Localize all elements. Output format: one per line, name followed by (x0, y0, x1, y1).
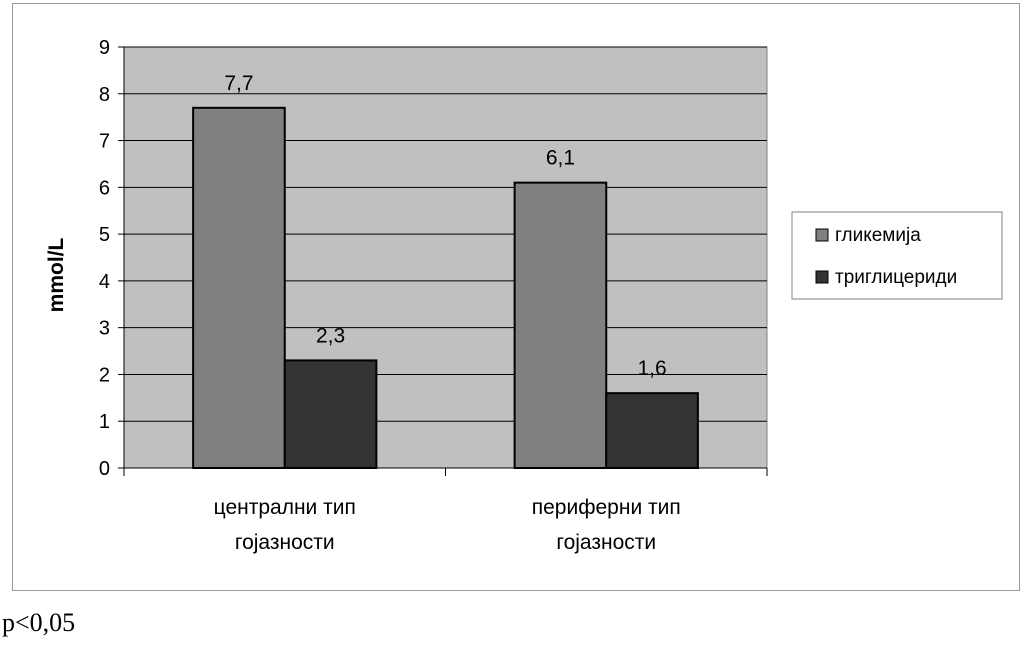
y-tick-label: 2 (99, 364, 110, 386)
legend-box (791, 211, 1003, 300)
y-tick-label: 7 (99, 131, 110, 153)
x-category-label: периферни тип (532, 496, 681, 519)
y-tick-label: 3 (99, 318, 110, 340)
bar-chart: 7,7 2,3 6,1 1,6 0 1 2 3 4 5 6 7 8 9 централни тип гоја… (45, 37, 1003, 554)
data-labels: 7,7 2,3 6,1 1,6 (224, 72, 666, 380)
legend-label-triglycerides: триглицериди (835, 267, 957, 288)
data-label: 2,3 (316, 324, 345, 347)
y-tick-label: 5 (99, 224, 110, 246)
legend-swatch-triglycerides (815, 270, 829, 284)
y-axis-title: mmol/L (45, 237, 68, 312)
bar (192, 106, 286, 470)
y-tick-label: 0 (99, 458, 110, 480)
bar (605, 392, 699, 469)
p-value-note: p<0,05 (2, 608, 76, 637)
y-tick-label: 6 (99, 177, 110, 199)
bar (283, 359, 378, 469)
tick-labels: 0 1 2 3 4 5 6 7 8 9 централни тип гојазности перифер… (99, 37, 681, 554)
x-category-label: гојазности (556, 531, 656, 554)
data-label: 1,6 (637, 357, 666, 380)
bars (192, 106, 699, 470)
y-tick-label: 1 (99, 411, 110, 433)
data-label: 7,7 (224, 72, 253, 95)
legend: гликемија триглицериди (791, 211, 1003, 300)
y-tick-label: 8 (99, 84, 110, 106)
legend-label-glycemia: гликемија (835, 225, 921, 246)
data-label: 6,1 (546, 147, 575, 170)
bar (513, 181, 608, 469)
x-category-label: гојазности (235, 531, 335, 554)
legend-swatch-glycemia (815, 228, 829, 242)
x-category-label: централни тип (214, 496, 356, 519)
y-tick-label: 4 (99, 271, 110, 293)
y-tick-label: 9 (99, 37, 110, 59)
